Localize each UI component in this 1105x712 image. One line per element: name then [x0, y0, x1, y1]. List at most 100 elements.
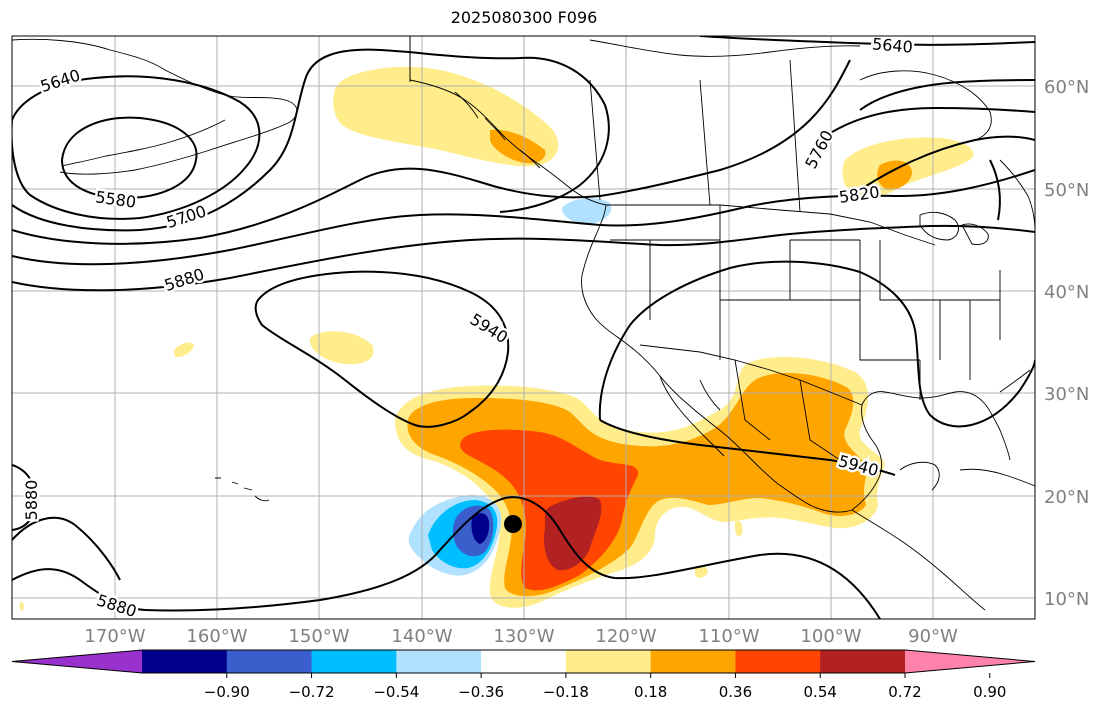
- colorbar-bin: [650, 650, 736, 673]
- colorbar-bin: [396, 650, 482, 673]
- contour-5940-south: [599, 419, 896, 476]
- border-us-mexico: [639, 344, 863, 406]
- border-canada-provinces: [589, 59, 801, 213]
- colorbar-tick-label: −0.72: [289, 683, 335, 701]
- fill-main-054: [407, 373, 868, 597]
- contour-5640-low: [12, 75, 261, 220]
- contour-5880-ne: [989, 159, 1001, 221]
- coast-cuba: [959, 468, 1035, 487]
- lon-label: 160°W: [186, 626, 247, 647]
- contour-5820-ne: [859, 135, 1035, 191]
- coast-florida: [984, 369, 1031, 461]
- lon-axis-labels: 170°W 160°W 150°W 140°W 130°W 120°W 110°…: [84, 626, 958, 647]
- fill-pacific-patch-2: [174, 342, 194, 358]
- coast-gulf: [851, 391, 986, 511]
- fill-vancouver-neg: [562, 198, 612, 224]
- contour-label: 5760: [801, 127, 837, 172]
- colorbar-tick-label: 0.72: [888, 683, 921, 701]
- fill-small-patch-5: [19, 601, 24, 611]
- lon-label: 120°W: [595, 626, 656, 647]
- colorbar-bin: [481, 650, 567, 673]
- contour-5880-south: [12, 496, 881, 619]
- colorbar-tick-label: 0.90: [973, 683, 1006, 701]
- map-layer: 5640 5580 5700 5880 5940 5880 5880 5640 …: [12, 34, 1035, 621]
- lon-label: 130°W: [493, 626, 554, 647]
- contour-5940-east: [598, 260, 1035, 428]
- contour-label: 5700: [164, 201, 209, 232]
- height-contours: [12, 36, 1035, 619]
- colorbar-outline: [11, 649, 1036, 674]
- contour-5880-north: [12, 224, 1035, 292]
- contour-5700: [12, 48, 610, 232]
- coast-hudson-bay: [859, 70, 992, 143]
- contour-label: 5880: [94, 590, 139, 621]
- coast-bc-islands: [454, 91, 541, 169]
- lon-label: 170°W: [84, 626, 145, 647]
- fill-pacific-patch-1: [309, 331, 374, 365]
- fill-canada-054: [877, 160, 912, 190]
- gridlines: [12, 36, 1035, 619]
- contour-5640-ne: [699, 36, 1035, 46]
- contour-label: 5580: [94, 187, 137, 211]
- lon-label: 110°W: [698, 626, 759, 647]
- lat-axis-labels: 60°N 50°N 40°N 30°N 20°N 10°N: [1044, 77, 1089, 610]
- colorbar-extend-low: [12, 650, 142, 673]
- coast-aleutians: [61, 119, 226, 167]
- colorbar-bin: [820, 650, 906, 673]
- coast-alaska: [12, 38, 298, 175]
- lon-label: 150°W: [288, 626, 349, 647]
- fill-small-patch-4: [734, 520, 743, 537]
- contour-5760: [12, 59, 851, 245]
- contour-label: 5640: [38, 65, 83, 96]
- lon-label: 140°W: [391, 626, 452, 647]
- coast-great-lakes: [919, 211, 989, 245]
- colorbar-bin: [735, 650, 821, 673]
- lat-label: 30°N: [1044, 384, 1089, 405]
- border-mexico-states: [734, 359, 841, 461]
- colorbar-bin: [565, 650, 652, 673]
- colorbar-tick-label: −0.18: [543, 683, 589, 701]
- coast-canada-east: [999, 159, 1035, 233]
- lat-label: 50°N: [1044, 180, 1089, 201]
- contour-5940: [254, 270, 510, 428]
- anomaly-fill: [19, 66, 974, 611]
- contour-5580-low: [60, 116, 198, 200]
- coast-hawaii: [215, 477, 270, 502]
- contour-label: 5880: [22, 480, 41, 521]
- colorbar-tick-label: −0.54: [373, 683, 419, 701]
- coast-arctic: [589, 39, 861, 57]
- fill-small-patch-3: [695, 565, 708, 578]
- contour-5760-ne: [819, 106, 1035, 141]
- contour-5700-ne: [859, 79, 1035, 111]
- contour-label: 5640: [871, 34, 913, 56]
- lat-label: 60°N: [1044, 77, 1089, 98]
- lon-label: 90°W: [908, 626, 958, 647]
- coast-central-america: [851, 509, 986, 611]
- fill-main-090: [544, 496, 602, 571]
- colorbar-tick-label: −0.90: [204, 683, 250, 701]
- colorbar-tick-label: 0.54: [804, 683, 837, 701]
- coast-yucatan: [899, 461, 940, 491]
- contour-label: 5880: [162, 264, 207, 295]
- colorbar-bin: [226, 650, 313, 673]
- map-title: 2025080300 F096: [450, 8, 598, 27]
- fill-cyclone-072: [471, 513, 490, 544]
- lat-label: 10°N: [1044, 589, 1089, 610]
- colorbar: −0.90 −0.72 −0.54 −0.36 −0.18 0.18 0.36 0.54 0.7…: [11, 649, 1036, 701]
- lat-label: 20°N: [1044, 487, 1089, 508]
- lon-label: 100°W: [800, 626, 861, 647]
- colorbar-extend-high: [905, 650, 1035, 673]
- border-us-canada: [606, 204, 936, 246]
- map-frame: [11, 35, 1036, 620]
- coast-west-us: [581, 204, 853, 513]
- colorbar-tick-label: 0.36: [719, 683, 752, 701]
- contour-5880-left: [12, 464, 38, 531]
- storm-center-marker: [504, 515, 522, 533]
- colorbar-tick-label: 0.18: [634, 683, 667, 701]
- colorbar-bin: [142, 650, 228, 673]
- lat-label: 40°N: [1044, 282, 1089, 303]
- contour-5820: [12, 169, 1035, 266]
- colorbar-tick-label: −0.36: [458, 683, 504, 701]
- contour-label: 5940: [467, 309, 512, 347]
